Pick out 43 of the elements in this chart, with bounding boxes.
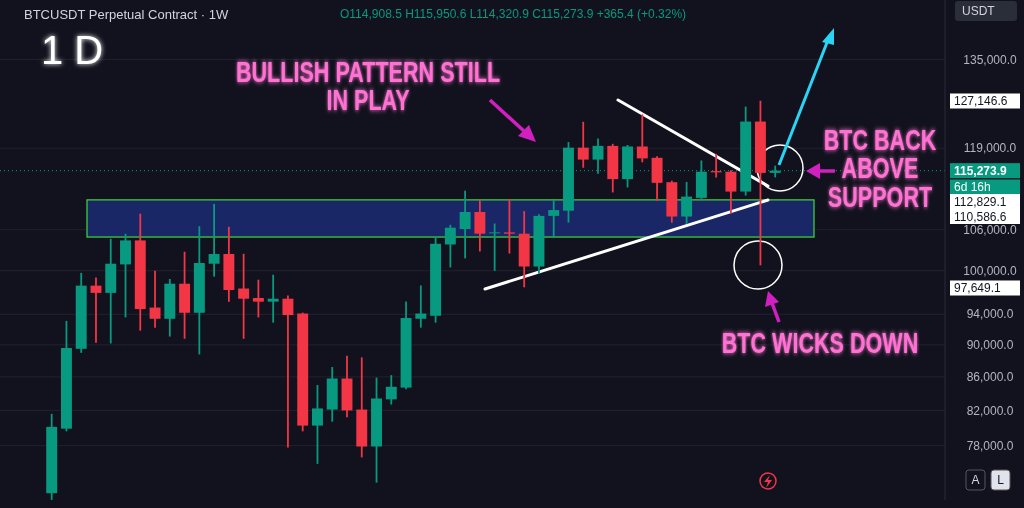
- text: 6d 16h: [954, 180, 991, 195]
- candlestick: [489, 223, 501, 271]
- candlestick: [577, 121, 589, 168]
- candlestick: [415, 285, 427, 328]
- y-tick-label: 82,000.0: [966, 403, 1014, 418]
- text: 97,649.1: [954, 281, 1002, 296]
- candlestick: [238, 253, 250, 339]
- candlestick: [385, 375, 397, 405]
- text: 127,146.6: [954, 94, 1008, 109]
- candlestick: [267, 274, 279, 323]
- candlestick: [474, 200, 486, 252]
- candlestick: [444, 224, 456, 268]
- candlestick: [252, 279, 264, 318]
- text: 110,586.6: [954, 209, 1007, 224]
- text: USDT: [962, 4, 996, 19]
- y-tick-label: 90,000.0: [966, 338, 1014, 353]
- annotation: BTC BACK ABOVE SUPPORT: [823, 122, 937, 214]
- candlestick: [459, 190, 471, 259]
- annotation: O114,908.5 H115,950.6 L114,320.9 C115,273.9 +365.4 (+0.32%): [340, 7, 687, 22]
- y-tick-label: 86,000.0: [966, 370, 1014, 385]
- text: BTCUSDT Perpetual Contract · 1W: [24, 6, 229, 22]
- y-tick-label: 94,000.0: [966, 307, 1014, 322]
- annotation: BTC WICKS DOWN: [721, 325, 919, 360]
- candlestick: [282, 295, 294, 448]
- candlestick: [548, 200, 560, 238]
- candlestick: [636, 114, 648, 163]
- y-tick-label: 100,000.0: [963, 263, 1018, 278]
- y-tick-label: 106,000.0: [963, 222, 1018, 237]
- text: A: [971, 473, 980, 488]
- annotation: 1 D: [40, 28, 104, 72]
- y-tick-label: 119,000.0: [963, 141, 1017, 156]
- text: L: [997, 473, 1005, 488]
- candlestick: [149, 270, 161, 328]
- candlestick: [681, 181, 693, 224]
- y-tick-label: 78,000.0: [966, 438, 1014, 453]
- candlestick: [208, 204, 220, 277]
- candlestick: [725, 170, 737, 214]
- candlestick: [312, 385, 323, 464]
- text: 112,829.1: [954, 194, 1007, 209]
- ref-line-label: 115,273.9: [954, 163, 1008, 178]
- y-tick-label: 135,000.0: [963, 52, 1018, 67]
- candlestick: [503, 198, 515, 254]
- annotation: BULLISH PATTERN STILL IN PLAY: [235, 54, 501, 118]
